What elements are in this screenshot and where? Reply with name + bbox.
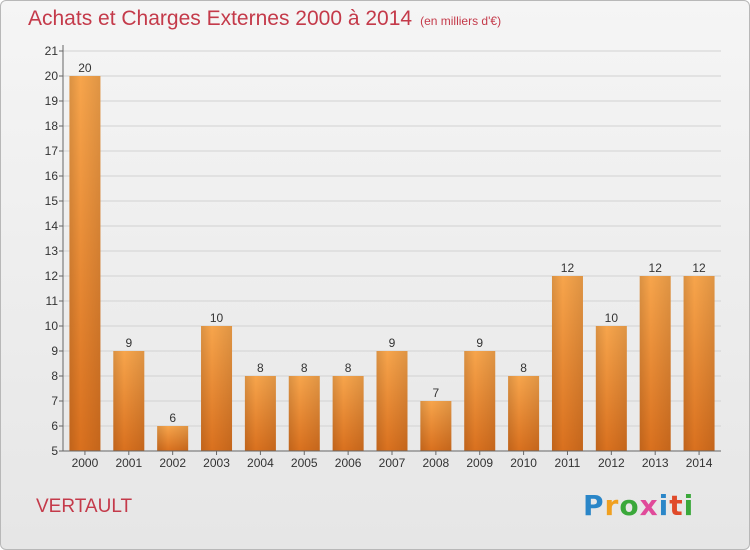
y-tick-label: 15 [45,194,59,208]
data-label: 9 [125,336,132,350]
x-tick-label: 2002 [159,456,186,470]
bar-shade [201,326,233,451]
y-tick-label: 13 [45,244,59,258]
chart-title-text: Achats et Charges Externes 2000 à 2014 [28,7,413,30]
bar-shade [244,376,276,451]
y-tick-label: 11 [46,294,59,308]
bar-shade [157,426,189,451]
bar-shade [639,276,671,451]
data-label: 20 [78,61,92,75]
y-tick-label: 6 [51,419,58,433]
y-tick-label: 10 [45,319,59,333]
y-tick-label: 16 [45,169,59,183]
data-label: 6 [169,411,176,425]
x-tick-label: 2003 [203,456,230,470]
bar-shade [332,376,364,451]
chart-title: Achats et Charges Externes 2000 à 2014 (e… [28,7,501,31]
x-tick-label: 2008 [423,456,450,470]
x-tick-label: 2006 [335,456,362,470]
y-tick-label: 17 [45,144,59,158]
bar-shade [464,351,496,451]
bar-shade [508,376,540,451]
y-tick-label: 5 [51,444,58,458]
logo-letter: P [583,489,605,522]
commune-name: VERTAULT [36,496,133,517]
bar-shade [69,76,101,451]
x-tick-label: 2000 [72,456,99,470]
x-tick-label: 2009 [466,456,493,470]
data-label: 9 [389,336,396,350]
x-tick-label: 2010 [510,456,537,470]
x-tick-label: 2004 [247,456,274,470]
bar-shade [113,351,145,451]
logo-letter: i [683,489,695,522]
data-label: 12 [692,261,706,275]
y-tick-label: 18 [45,119,59,133]
x-tick-label: 2014 [686,456,713,470]
y-tick-label: 8 [51,369,58,383]
y-tick-label: 20 [45,69,59,83]
bar-shade [288,376,320,451]
data-label: 12 [561,261,575,275]
x-tick-label: 2001 [115,456,142,470]
logo-letter: x [639,489,659,522]
data-label: 9 [476,336,483,350]
chart-subtitle: (en milliers d'€) [420,14,502,28]
x-tick-label: 2012 [598,456,625,470]
x-tick-label: 2005 [291,456,318,470]
data-label: 8 [257,361,264,375]
y-tick-label: 7 [51,394,58,408]
data-label: 10 [605,311,619,325]
logo-letter: t [669,489,684,522]
labels: 5 6 7 8 9 10 11 12 13 14 15 16 17 18 19 20 21 20 2000 9 2001… [45,44,713,470]
bar-shade [595,326,627,451]
data-label: 8 [301,361,308,375]
logo-letter: r [604,489,620,522]
data-label: 12 [649,261,663,275]
data-label: 8 [520,361,527,375]
bar-shade [551,276,583,451]
bar-shade [683,276,715,451]
x-tick-label: 2007 [379,456,406,470]
data-label: 10 [210,311,224,325]
bar-shade [420,401,452,451]
data-label: 7 [433,386,440,400]
y-tick-label: 9 [51,344,58,358]
bars [69,76,715,451]
bar-shade [376,351,408,451]
logo-letter: i [658,489,670,522]
proxiti-logo[interactable]: Proxiti [583,489,694,522]
y-tick-label: 12 [45,269,59,283]
data-label: 8 [345,361,352,375]
x-tick-label: 2013 [642,456,669,470]
y-tick-label: 19 [45,94,59,108]
logo-letter: o [619,489,640,522]
y-tick-label: 14 [45,219,59,233]
y-tick-label: 21 [45,44,59,58]
axes [59,45,721,455]
x-tick-label: 2011 [555,456,581,470]
